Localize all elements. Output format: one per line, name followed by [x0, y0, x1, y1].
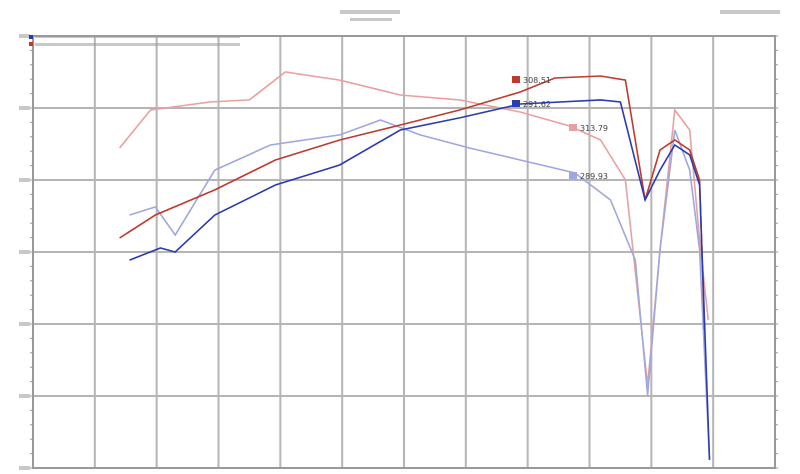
grid — [19, 34, 778, 470]
corner-text-block — [720, 10, 780, 14]
annotation-marker — [569, 124, 577, 131]
annotation-label: 291.62 — [523, 100, 551, 109]
series-line-3 — [129, 119, 711, 460]
y-tick-label-left — [19, 466, 30, 470]
legend-swatch-red — [29, 42, 33, 46]
series-lines — [118, 71, 711, 460]
y-tick-label-left — [19, 34, 30, 38]
y-tick-label-left — [19, 178, 30, 182]
legend-text-red — [35, 43, 240, 46]
annotation-label: 308.51 — [523, 76, 551, 85]
series-line-1 — [129, 99, 711, 460]
series-line-2 — [118, 71, 709, 386]
title-block — [340, 10, 400, 14]
chart-header — [340, 10, 780, 21]
series-line-0 — [119, 75, 706, 331]
y-tick-label-left — [19, 322, 30, 326]
legend-swatch-blue — [29, 35, 33, 39]
annotation-marker — [512, 76, 520, 83]
y-tick-label-left — [19, 106, 30, 110]
y-tick-label-left — [19, 250, 30, 254]
annotation-marker — [569, 172, 577, 179]
legend — [29, 35, 240, 46]
plot-frame — [32, 35, 776, 469]
legend-text-blue — [35, 35, 240, 38]
subtitle-block — [350, 18, 392, 21]
annotations: 308.51 291.62 313.79 289.93 — [512, 76, 608, 181]
annotation-label: 313.79 — [580, 124, 608, 133]
y-tick-label-left — [19, 394, 30, 398]
annotation-marker — [512, 100, 520, 107]
annotation-label: 289.93 — [580, 172, 608, 181]
